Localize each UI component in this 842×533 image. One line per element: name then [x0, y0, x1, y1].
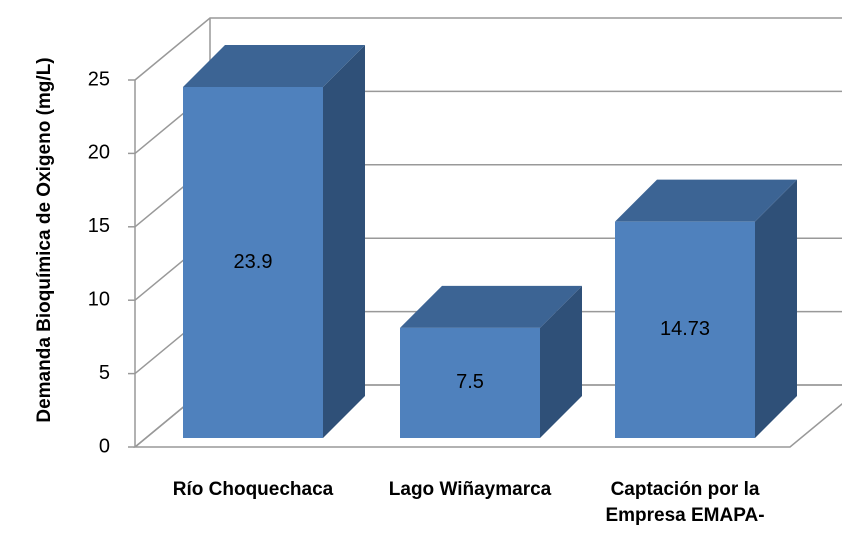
y-tick-label: 25 — [88, 68, 110, 90]
data-label: 23.9 — [234, 251, 273, 273]
y-axis-label: Demanda Bioquímica de Oxigeno (mg/L) — [34, 57, 55, 423]
data-label: 7.5 — [456, 371, 484, 393]
y-tick-label: 10 — [88, 288, 110, 310]
bar — [400, 327, 540, 438]
bar-top — [183, 45, 365, 87]
bar-top — [615, 179, 797, 222]
x-tick-label: Río Choquechaca — [172, 479, 334, 500]
bar-side — [540, 285, 582, 438]
y-tick-label: 15 — [88, 215, 110, 237]
x-tick-label: Captación por la Empresa EMAPA- — [605, 479, 765, 526]
bar-top — [400, 285, 582, 328]
bar — [615, 221, 755, 438]
y-tick-label: 20 — [88, 142, 110, 164]
x-tick-label: Lago Wiñaymarca — [388, 479, 552, 500]
data-label: 14.73 — [660, 318, 710, 340]
grid-line — [134, 17, 842, 81]
y-tick-label: 0 — [99, 435, 110, 457]
y-tick-label: 5 — [99, 362, 110, 384]
bar-side — [323, 45, 365, 438]
bar-side — [755, 179, 797, 439]
bar — [183, 87, 323, 438]
